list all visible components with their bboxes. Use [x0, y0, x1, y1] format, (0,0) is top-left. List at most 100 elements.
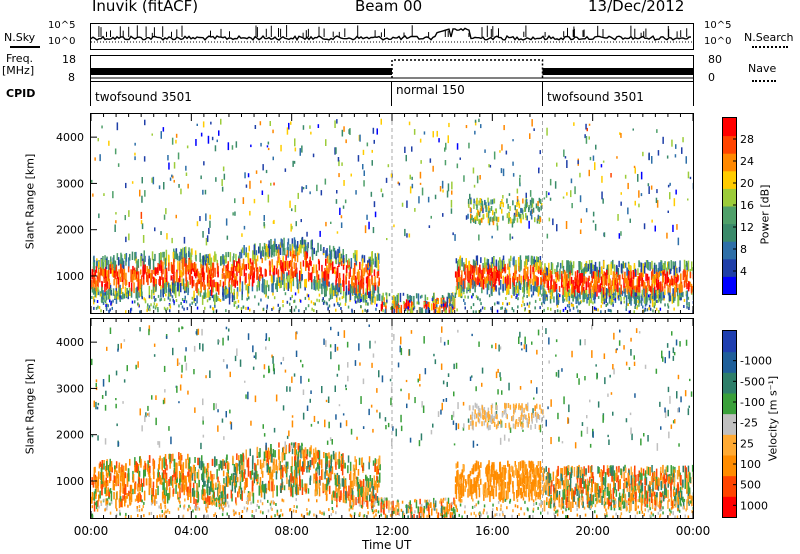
range-cell	[272, 283, 274, 293]
range-cell	[624, 262, 627, 268]
range-cell	[250, 144, 252, 148]
range-cell	[419, 138, 422, 143]
range-cell	[152, 481, 155, 488]
colorbar-segment	[723, 188, 736, 207]
range-cell	[654, 286, 656, 297]
range-cell	[521, 208, 523, 214]
range-cell	[374, 458, 377, 467]
range-cell	[171, 137, 174, 145]
range-cell	[208, 291, 211, 300]
range-cell	[516, 276, 519, 283]
nsky-tick-bottom: 10^0	[48, 36, 76, 47]
range-cell	[473, 217, 475, 223]
range-cell	[376, 128, 378, 135]
range-cell	[341, 296, 344, 300]
range-cell	[646, 273, 649, 284]
range-cell	[351, 308, 353, 312]
range-cell	[148, 295, 151, 299]
range-cell	[233, 303, 236, 307]
range-cell	[526, 281, 528, 291]
range-cell	[265, 294, 267, 298]
range-cell	[513, 256, 515, 267]
range-cell	[355, 300, 358, 304]
range-cell	[490, 307, 492, 311]
range-cell	[470, 486, 472, 495]
range-cell	[399, 307, 401, 313]
range-cell	[356, 250, 358, 261]
range-cell	[326, 248, 328, 257]
range-cell	[213, 255, 215, 262]
range-cell	[610, 294, 612, 306]
range-cell	[165, 275, 167, 284]
range-cell	[572, 306, 575, 310]
range-cell	[417, 293, 420, 304]
range-cell	[259, 121, 262, 126]
range-cell	[491, 464, 493, 476]
range-cell	[340, 215, 343, 219]
range-cell	[260, 250, 262, 260]
range-cell	[163, 298, 166, 302]
range-cell	[653, 265, 656, 274]
range-cell	[168, 293, 171, 297]
range-cell	[173, 258, 175, 270]
range-cell	[448, 122, 450, 128]
range-cell	[481, 287, 483, 294]
range-cell	[284, 260, 287, 271]
range-cell	[217, 295, 219, 301]
range-cell	[317, 274, 320, 280]
range-cell	[201, 295, 204, 305]
range-cell	[442, 213, 444, 217]
range-cell	[537, 214, 540, 220]
range-cell	[419, 182, 422, 185]
range-cell	[629, 278, 631, 287]
range-cell	[260, 464, 263, 475]
range-cell	[673, 198, 676, 207]
range-cell	[335, 275, 338, 282]
range-cell	[301, 145, 303, 153]
range-cell	[425, 306, 427, 313]
range-cell	[407, 297, 409, 301]
range-cell	[482, 214, 484, 220]
range-cell	[196, 123, 198, 126]
range-cell	[565, 475, 568, 482]
range-cell	[488, 164, 490, 168]
range-cell	[568, 300, 570, 304]
range-cell	[615, 489, 618, 497]
range-cell	[313, 247, 315, 255]
range-cell	[614, 289, 617, 295]
range-cell	[137, 271, 140, 283]
range-cell	[203, 292, 205, 299]
range-cell	[222, 294, 224, 298]
range-cell	[539, 285, 541, 295]
range-cell	[671, 139, 673, 147]
range-cell	[275, 267, 278, 275]
cpid-segment: normal 150	[392, 82, 542, 106]
range-cell	[529, 210, 532, 216]
range-cell	[411, 310, 413, 313]
range-cell	[238, 258, 240, 264]
range-cell	[151, 494, 153, 505]
range-cell	[672, 261, 674, 270]
range-cell	[144, 264, 146, 275]
range-cell	[546, 274, 548, 281]
range-cell	[113, 475, 115, 483]
range-cell	[135, 256, 137, 264]
range-cell	[506, 213, 509, 219]
range-cell	[354, 295, 356, 302]
range-cell	[253, 252, 255, 261]
range-cell	[163, 488, 166, 498]
range-cell	[532, 285, 535, 292]
range-cell	[142, 235, 145, 243]
range-cell	[611, 295, 613, 299]
range-cell	[623, 278, 625, 288]
range-cell	[688, 302, 690, 305]
range-cell	[276, 280, 278, 286]
range-cell	[621, 290, 624, 296]
range-cell	[468, 282, 470, 288]
range-cell	[128, 233, 130, 241]
range-cell	[356, 295, 359, 299]
range-cell	[548, 467, 550, 475]
range-cell	[411, 515, 413, 518]
range-cell	[475, 310, 477, 313]
range-cell	[466, 287, 468, 294]
